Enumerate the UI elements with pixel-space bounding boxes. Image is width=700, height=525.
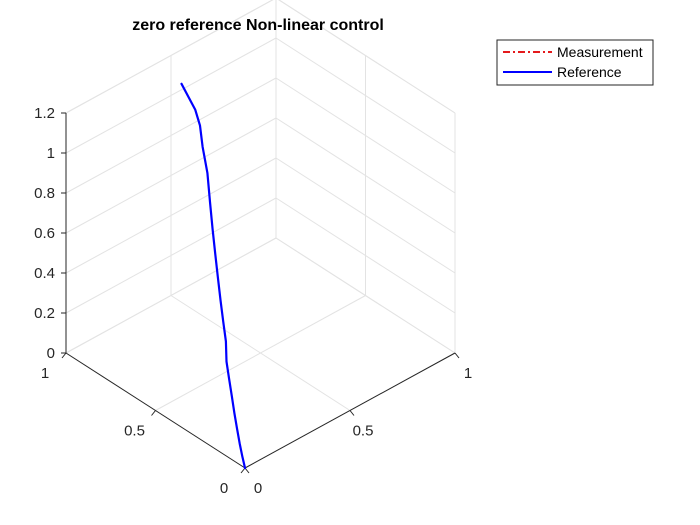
z-tick-label: 0.4 [34,265,55,282]
x-tick-label: 0 [254,480,262,497]
x-tick-mark [349,410,355,416]
y-tick-mark [61,352,67,359]
grid-line-z-sidewall [275,117,456,234]
x-tick-label: 0.5 [353,423,374,440]
grid-line-y-floor [155,295,366,411]
z-tick-label: 0 [47,345,55,362]
series-line-reference [180,82,247,470]
grid-line-z-sidewall [275,77,456,194]
y-tick-label: 0.5 [124,423,145,440]
z-tick-label: 1.2 [34,105,55,122]
legend-label-measurement: Measurement [557,44,643,60]
legend-box [496,39,654,86]
grid-edge [278,0,456,114]
tick-labels: 0 0.5 1 0 0.5 1 0 0.2 0.4 0.6 0.8 1 1.2 [34,105,472,497]
grid-line-z-backwall [65,77,277,194]
grid-edge [65,0,274,114]
legend-label-reference: Reference [557,64,622,80]
grid-line-z-backwall [65,37,277,154]
z-tick-label: 0.6 [34,225,55,242]
grid-line-z-sidewall [275,37,456,154]
grid-line-z-sidewall [275,197,456,314]
grid-line-z-backwall [65,117,277,234]
grid-line-z-backwall [65,157,277,274]
y-tick-label: 0 [220,480,228,497]
y-tick-mark [151,410,156,416]
grid-line-z-backwall [65,237,277,354]
x-tick-label: 1 [464,365,472,382]
x-tick-mark [454,352,460,359]
z-tick-label: 0.8 [34,185,55,202]
grid-line-z-sidewall [275,157,456,274]
axes-grid [65,0,456,469]
grid-line-z-sidewall [275,237,456,354]
chart-title: zero reference Non-linear control [132,17,384,34]
series-group [180,82,247,470]
z-tick-label: 1 [47,145,55,162]
y-tick-label: 1 [41,365,49,382]
legend: Measurement Reference [496,39,654,86]
z-tick-label: 0.2 [34,305,55,322]
axes-lines [61,112,460,474]
grid-line-z-backwall [65,197,277,314]
